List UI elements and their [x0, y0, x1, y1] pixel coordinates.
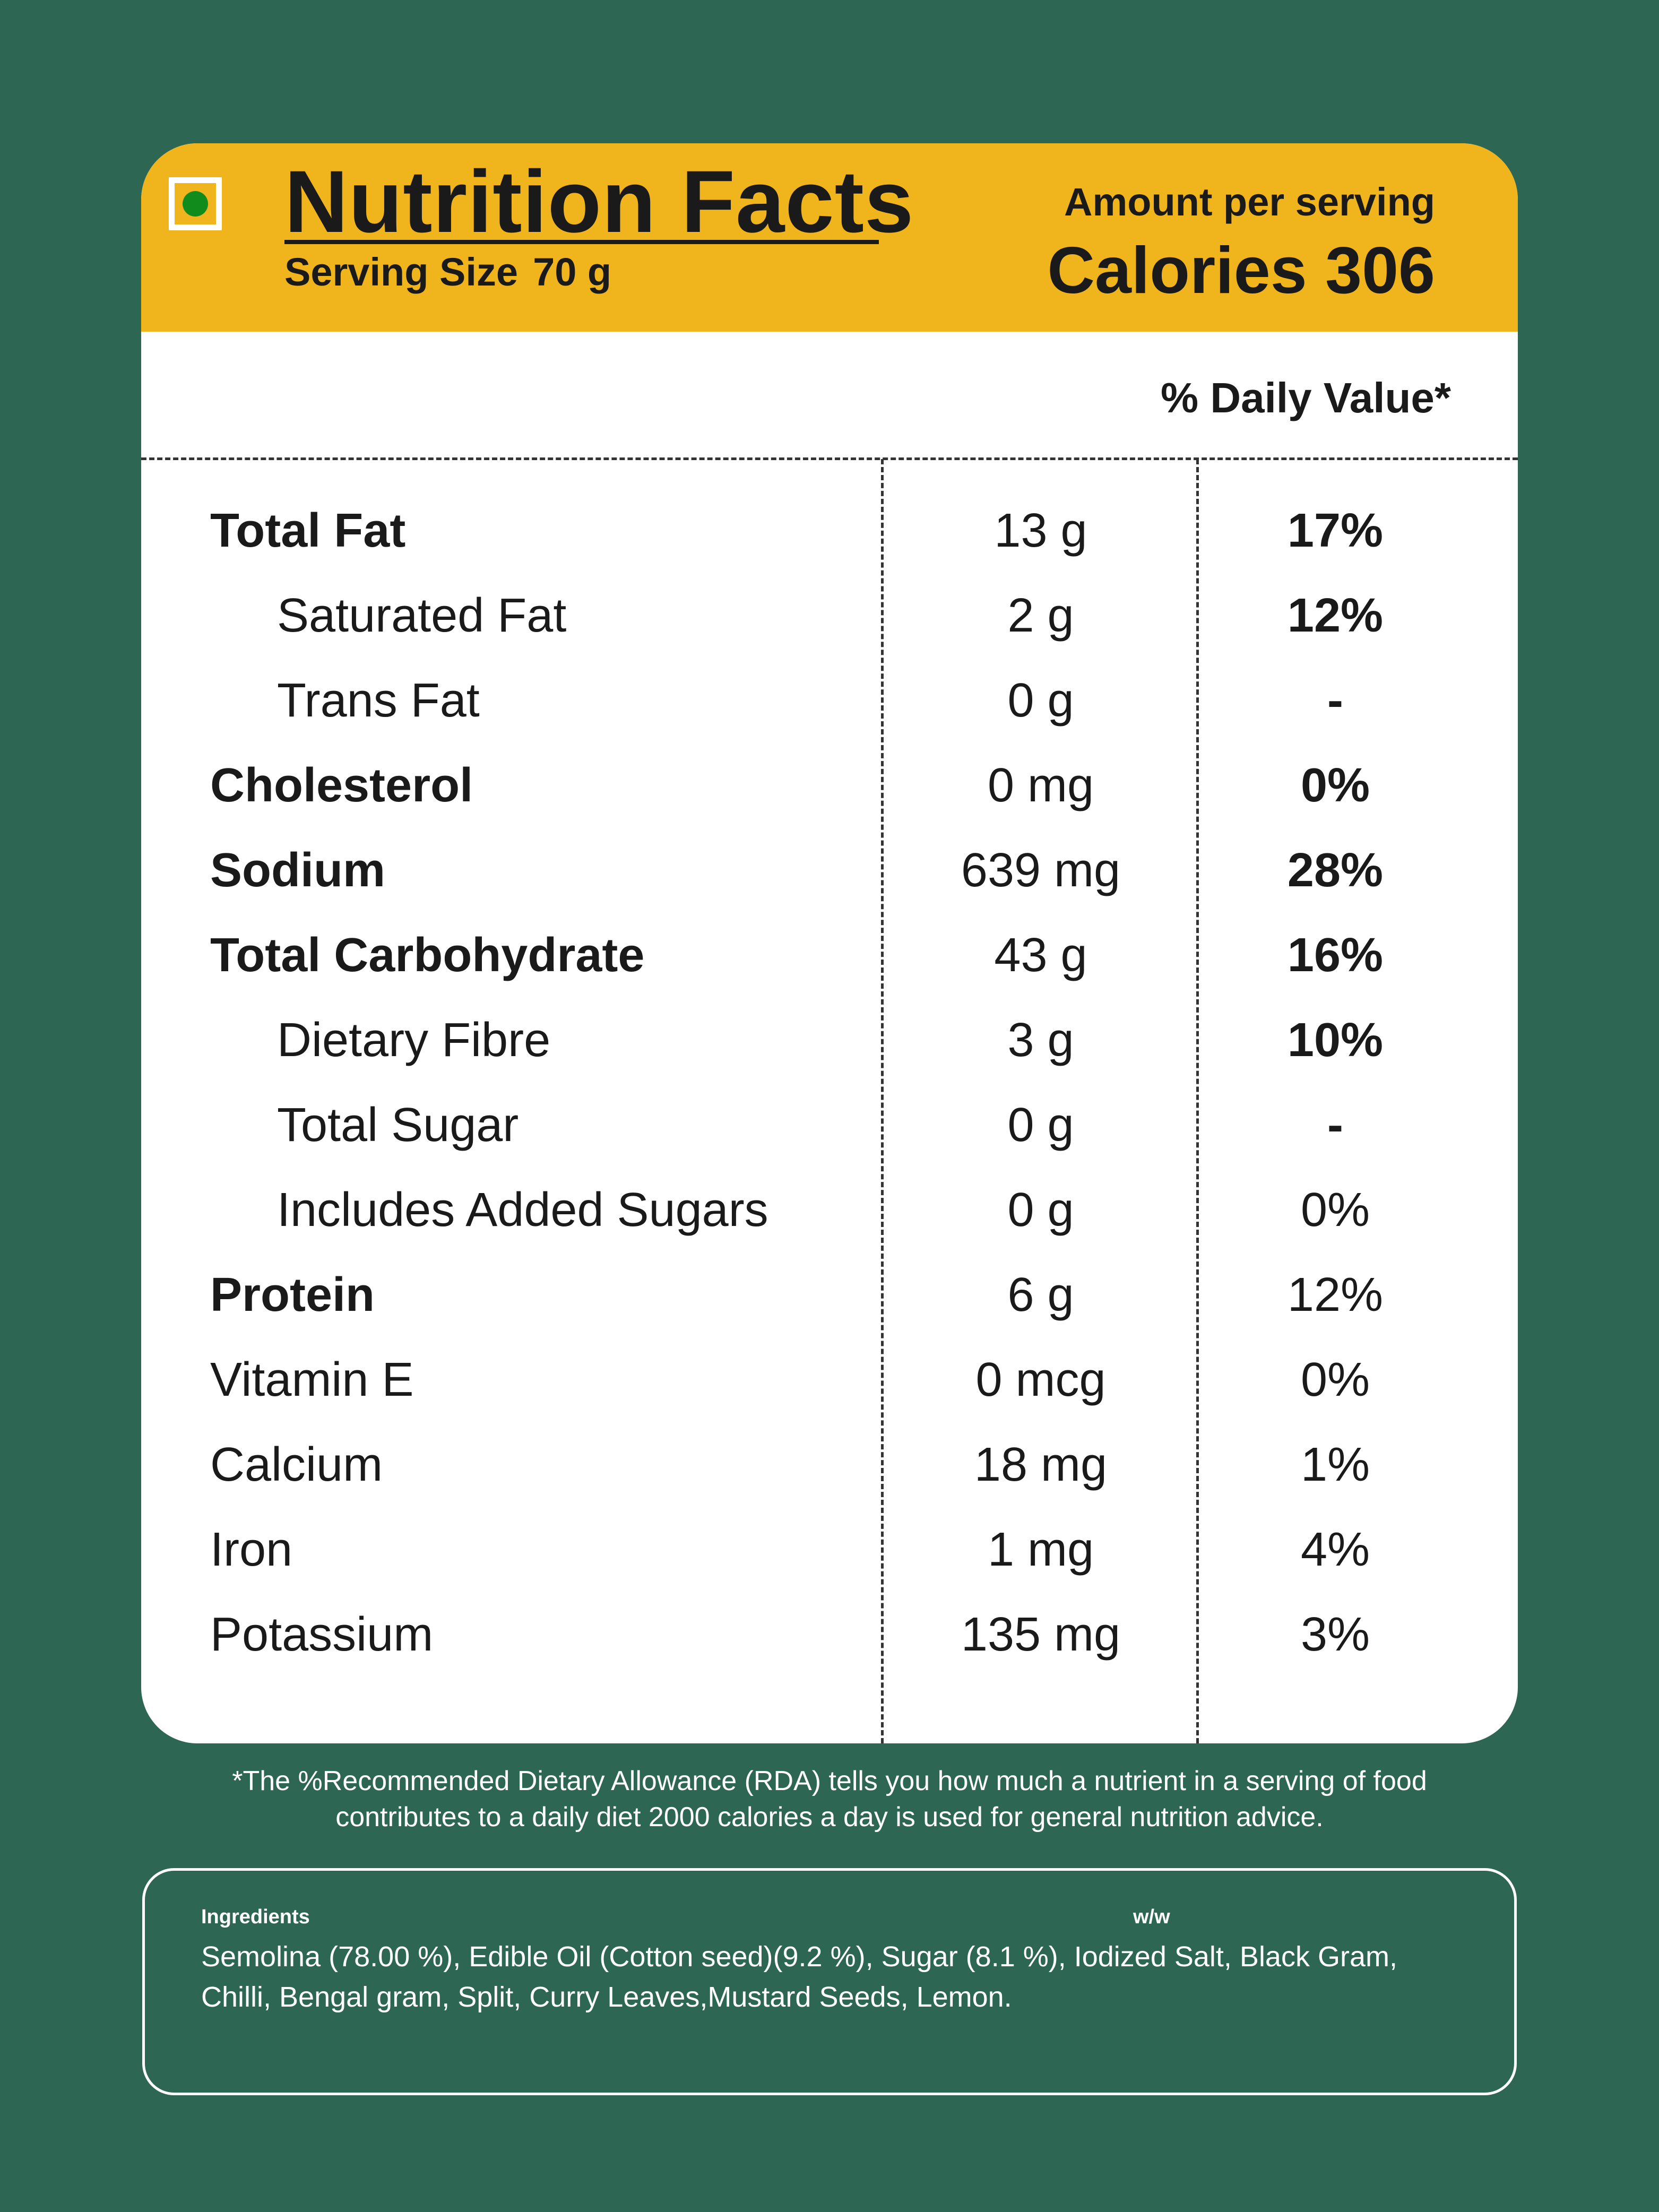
nutrient-table: Total Fat 13 g 17% Saturated Fat 2 g 12% Trans…	[141, 488, 1518, 1677]
nutrient-amount: 1 mg	[987, 1523, 1094, 1576]
serving-size-value: 70 g	[533, 250, 612, 294]
nutrient-row: Vitamin E 0 mcg 0%	[141, 1337, 1518, 1422]
nutrient-row: Dietary Fibre 3 g 10%	[141, 998, 1518, 1083]
nutrient-amount: 135 mg	[961, 1608, 1121, 1661]
nutrient-row: Trans Fat 0 g -	[141, 658, 1518, 743]
ingredients-text: Semolina (78.00 %), Edible Oil (Cotton s…	[201, 1937, 1464, 2017]
nutrient-daily-value: 17%	[1287, 504, 1384, 557]
nutrient-label: Saturated Fat	[277, 589, 567, 642]
ingredients-line-1: Semolina (78.00 %), Edible Oil (Cotton s…	[201, 1941, 1397, 1973]
nutrient-amount: 0 mg	[987, 759, 1094, 812]
nutrient-amount: 0 g	[1007, 1183, 1074, 1237]
nutrient-label: Total Fat	[210, 504, 406, 557]
nutrient-daily-value: 0%	[1300, 759, 1370, 812]
nutrient-amount: 0 g	[1007, 1099, 1074, 1152]
nutrient-daily-value: 16%	[1287, 929, 1384, 982]
nutrient-amount: 639 mg	[961, 844, 1121, 897]
nutrient-daily-value: 10%	[1287, 1014, 1384, 1067]
nutrient-amount: 18 mg	[974, 1438, 1108, 1491]
nutrient-amount: 3 g	[1007, 1014, 1074, 1067]
nutrient-label: Vitamin E	[210, 1353, 414, 1406]
nutrient-label: Sodium	[210, 844, 385, 897]
nutrient-row: Includes Added Sugars 0 g 0%	[141, 1168, 1518, 1252]
nutrient-amount: 13 g	[994, 504, 1087, 557]
nutrition-facts-title: Nutrition Facts	[284, 153, 914, 251]
table-header-divider	[141, 457, 1518, 460]
nutrition-facts-card: Nutrition Facts Serving Size 70 g Amount …	[141, 143, 1518, 1743]
daily-value-header: % Daily Value*	[1161, 374, 1451, 421]
nutrient-daily-value: -	[1327, 674, 1343, 727]
amount-per-serving-label: Amount per serving	[1064, 180, 1435, 224]
nutrient-row: Total Sugar 0 g -	[141, 1083, 1518, 1168]
nutrient-daily-value: -	[1327, 1099, 1343, 1152]
column-divider-amount	[881, 459, 884, 1743]
nutrient-row: Potassium 135 mg 3%	[141, 1592, 1518, 1677]
nutrient-daily-value: 0%	[1300, 1353, 1370, 1406]
nutrient-label: Iron	[210, 1523, 293, 1576]
ingredients-box: Ingredients w/w Semolina (78.00 %), Edib…	[142, 1868, 1517, 2095]
nutrient-row: Total Carbohydrate 43 g 16%	[141, 913, 1518, 998]
nutrient-daily-value: 1%	[1300, 1438, 1370, 1491]
ingredients-line-2: Chilli, Bengal gram, Split, Curry Leaves…	[201, 1981, 1012, 2013]
nutrient-row: Calcium 18 mg 1%	[141, 1422, 1518, 1507]
nutrient-daily-value: 12%	[1287, 589, 1384, 642]
nutrient-amount: 0 g	[1007, 674, 1074, 727]
nutrient-label: Dietary Fibre	[277, 1014, 551, 1067]
nutrient-label: Includes Added Sugars	[277, 1183, 768, 1237]
veg-dot	[183, 191, 208, 217]
serving-size: Serving Size 70 g	[284, 253, 611, 292]
nutrient-label: Total Carbohydrate	[210, 929, 645, 982]
nutrient-label: Protein	[210, 1268, 375, 1321]
nutrient-row: Cholesterol 0 mg 0%	[141, 743, 1518, 828]
calories-value: Calories 306	[1047, 234, 1435, 307]
nutrition-header: Nutrition Facts Serving Size 70 g Amount …	[141, 143, 1518, 332]
nutrient-row: Iron 1 mg 4%	[141, 1507, 1518, 1592]
nutrient-daily-value: 4%	[1300, 1523, 1370, 1576]
title-underline	[284, 240, 879, 244]
nutrient-daily-value: 0%	[1300, 1183, 1370, 1237]
nutrient-amount: 43 g	[994, 929, 1087, 982]
nutrient-row: Protein 6 g 12%	[141, 1252, 1518, 1337]
ww-label: w/w	[1133, 1906, 1170, 1928]
rda-footnote: *The %Recommended Dietary Allowance (RDA…	[141, 1763, 1518, 1835]
nutrient-label: Trans Fat	[277, 674, 480, 727]
nutrient-row: Total Fat 13 g 17%	[141, 488, 1518, 573]
serving-size-label: Serving Size	[284, 250, 519, 294]
rda-footnote-line-1: *The %Recommended Dietary Allowance (RDA…	[232, 1766, 1427, 1796]
nutrient-row: Sodium 639 mg 28%	[141, 828, 1518, 913]
ingredients-label: Ingredients	[201, 1906, 310, 1928]
nutrient-label: Potassium	[210, 1608, 434, 1661]
veg-mark-icon	[169, 177, 222, 230]
nutrient-amount: 2 g	[1007, 589, 1074, 642]
nutrient-daily-value: 3%	[1300, 1608, 1370, 1661]
nutrient-label: Calcium	[210, 1438, 383, 1491]
nutrient-amount: 0 mcg	[975, 1353, 1106, 1406]
nutrient-daily-value: 28%	[1287, 844, 1384, 897]
nutrient-label: Cholesterol	[210, 759, 473, 812]
nutrient-amount: 6 g	[1007, 1268, 1074, 1321]
nutrient-daily-value: 12%	[1287, 1268, 1384, 1321]
rda-footnote-line-2: contributes to a daily diet 2000 calorie…	[335, 1802, 1324, 1833]
nutrient-label: Total Sugar	[277, 1099, 519, 1152]
column-divider-daily-value	[1196, 459, 1199, 1743]
nutrient-row: Saturated Fat 2 g 12%	[141, 573, 1518, 658]
